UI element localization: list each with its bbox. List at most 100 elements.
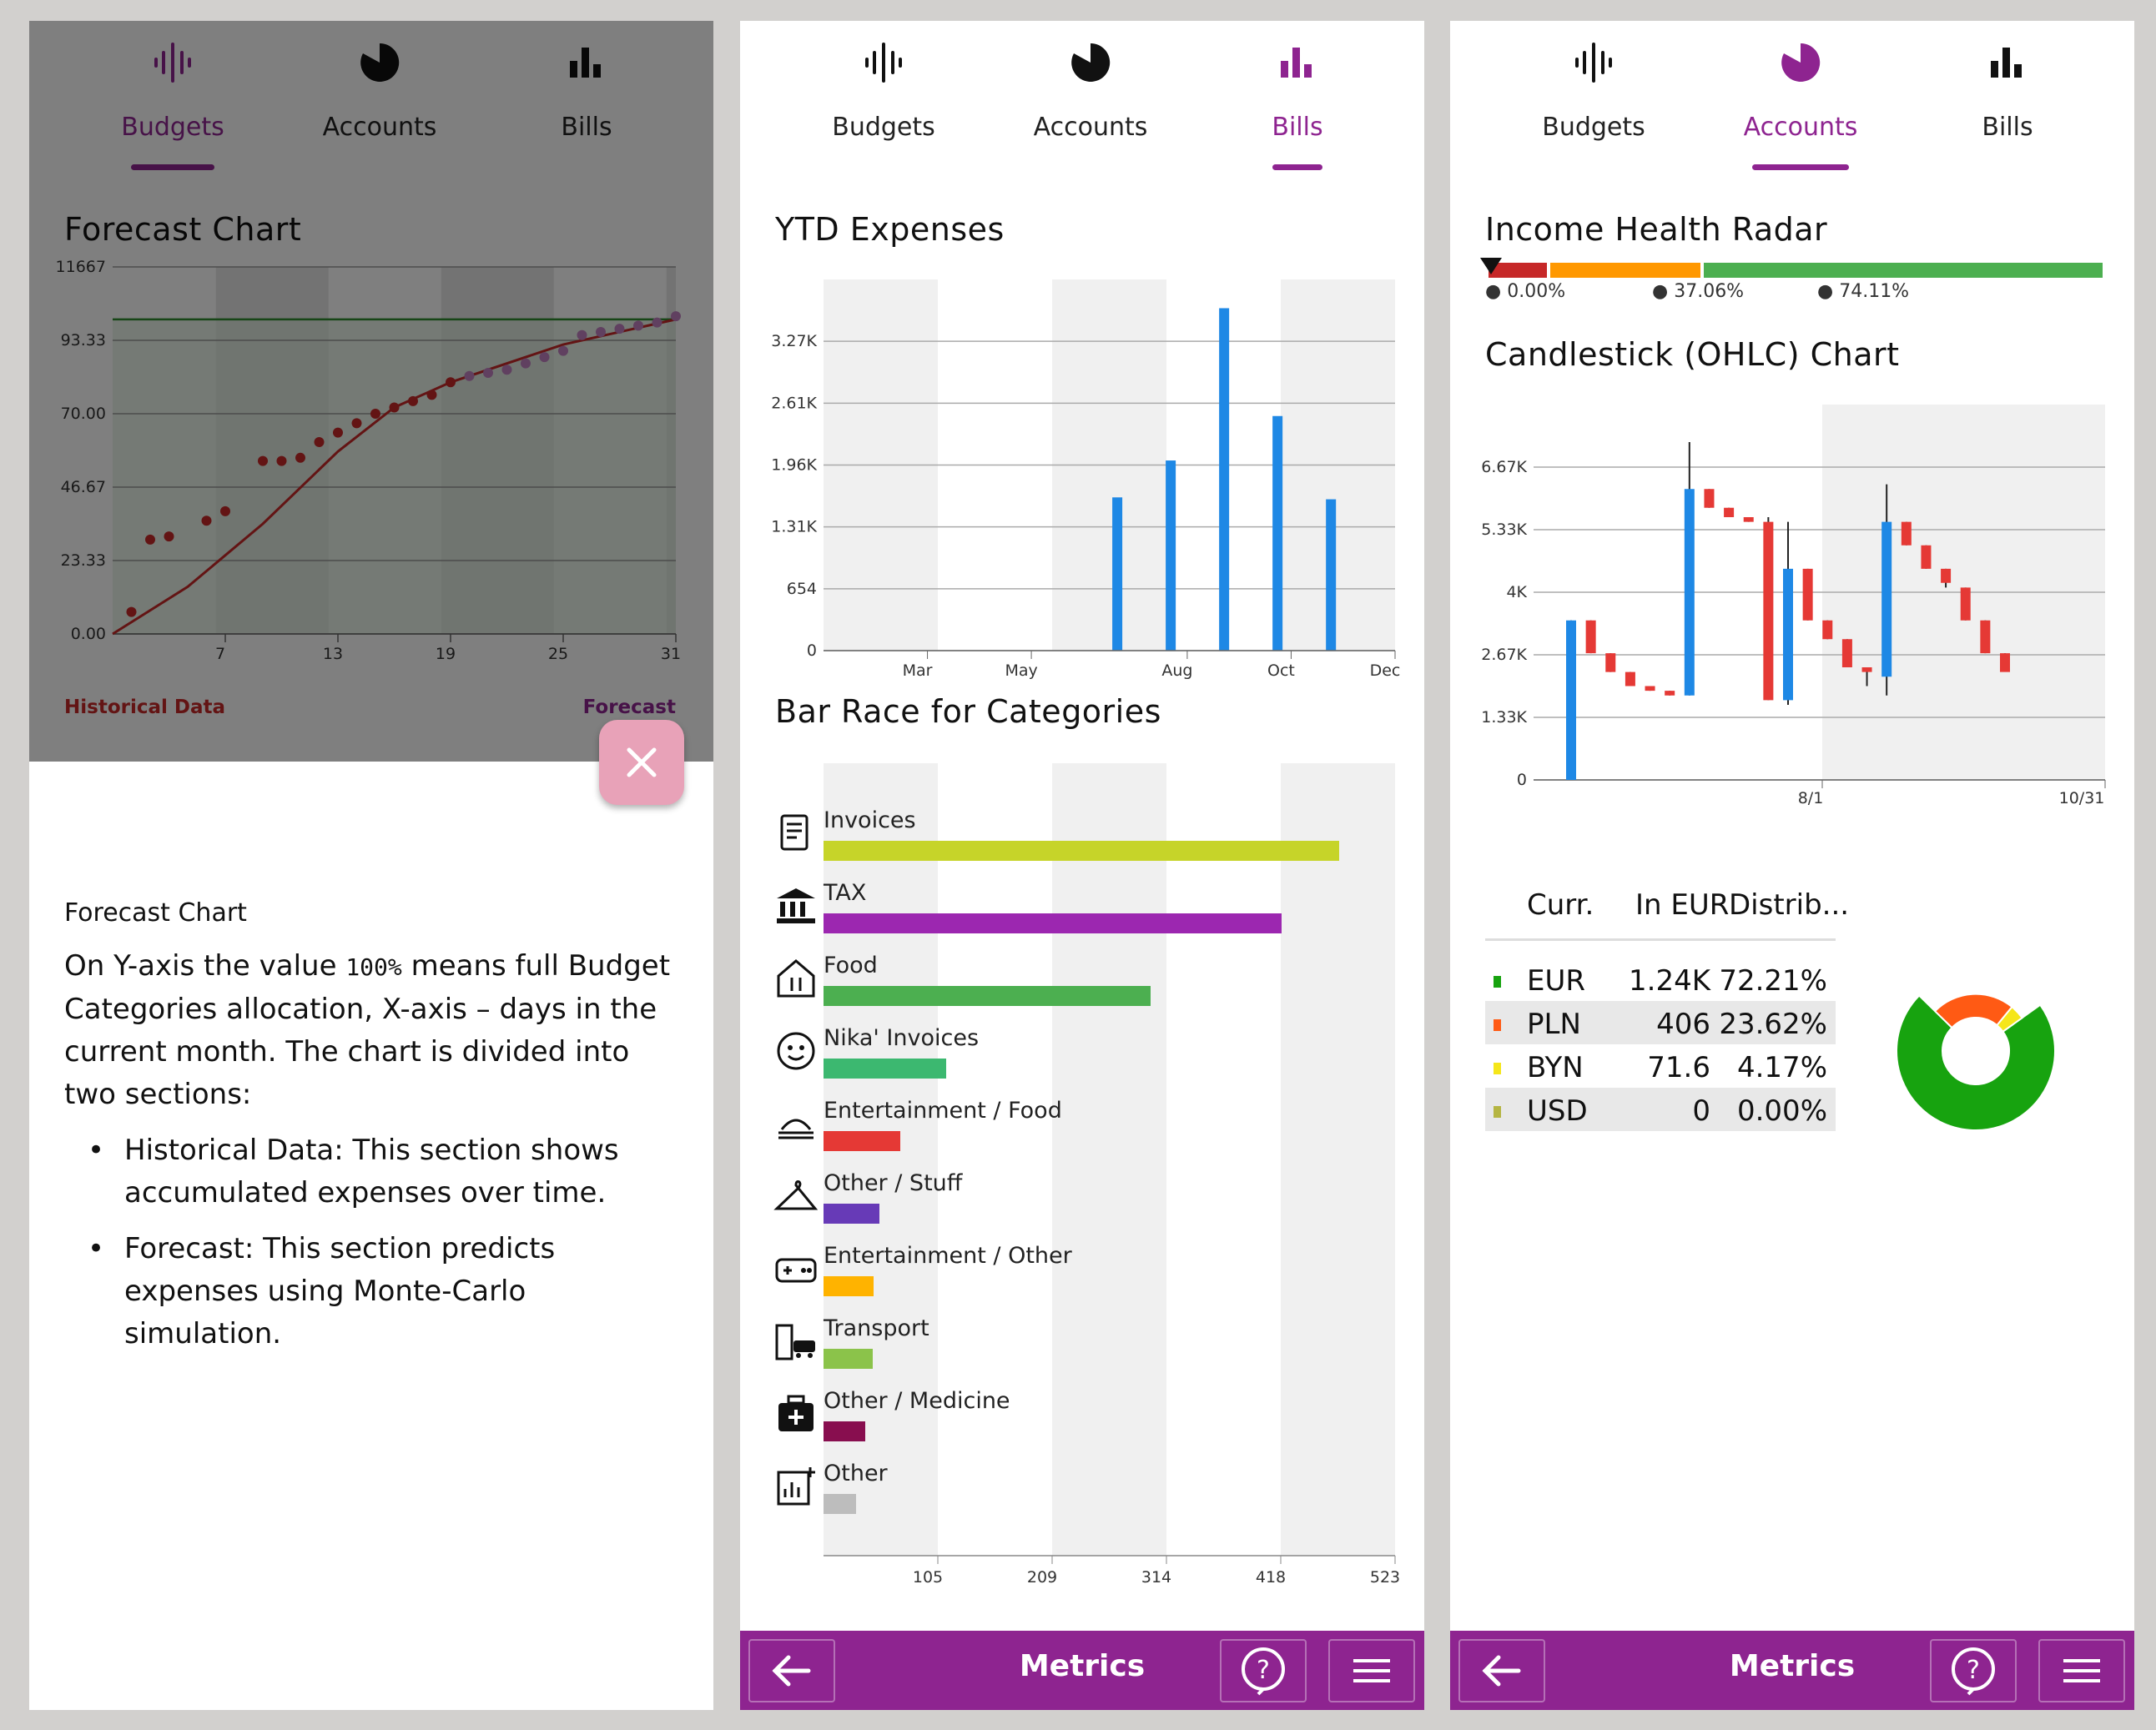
column-band bbox=[1281, 763, 1395, 1556]
y-tick-label: 654 bbox=[787, 580, 817, 598]
x-tick-label: 418 bbox=[1256, 1568, 1286, 1587]
tab-label: Budgets bbox=[1542, 113, 1645, 142]
radar-label: ● 37.06% bbox=[1652, 281, 1745, 302]
candle-down bbox=[1605, 653, 1616, 672]
tab-bar: Budgets Accounts Bills bbox=[1450, 21, 2134, 188]
x-tick-label: 105 bbox=[913, 1568, 943, 1587]
y-tick-label: 1.33K bbox=[1481, 708, 1527, 727]
help-button[interactable]: ? bbox=[1220, 1639, 1307, 1702]
candle-up bbox=[1684, 489, 1695, 696]
menu-button[interactable] bbox=[1328, 1639, 1415, 1702]
category-label: Entertainment / Food bbox=[824, 1098, 1062, 1124]
category-label: Nika' Invoices bbox=[824, 1025, 980, 1051]
header-eur: In EUR bbox=[1635, 888, 1730, 922]
table-header: Curr. In EUR Distrib... bbox=[1485, 872, 1849, 941]
help-value: 100% bbox=[345, 953, 402, 981]
y-tick-label: 3.27K bbox=[771, 332, 817, 350]
y-tick-label: 1.31K bbox=[771, 518, 817, 536]
y-tick-label: 2.67K bbox=[1481, 646, 1527, 664]
food-icon bbox=[773, 956, 819, 1001]
category-label: Transport bbox=[824, 1315, 929, 1341]
budgets-panel: Budgets Accounts Bills Forecast Chart 0.… bbox=[29, 21, 713, 1710]
donut-slice-eur bbox=[1896, 994, 2056, 1131]
currency-eur: 1.24K bbox=[1629, 964, 1710, 998]
x-tick-label: 314 bbox=[1141, 1568, 1171, 1587]
tab-accounts[interactable]: Accounts bbox=[982, 21, 1199, 188]
x-tick-label: Aug bbox=[1161, 661, 1192, 680]
x-tick-label: 523 bbox=[1370, 1568, 1400, 1587]
currency-swatch bbox=[1494, 1019, 1501, 1031]
menu-icon bbox=[1353, 1659, 1390, 1682]
receipt-icon bbox=[773, 811, 819, 856]
currency-code: EUR bbox=[1527, 964, 1585, 998]
tab-label: Accounts bbox=[1743, 113, 1858, 142]
ytd-chart: 0 654 1.31K 1.96K 2.61K 3.27K Mar May Aug Oct Dec bbox=[771, 279, 1400, 680]
race-title: Bar Race for Categories bbox=[775, 693, 1161, 730]
svg-text:?: ? bbox=[1257, 1656, 1270, 1685]
svg-text:?: ? bbox=[1967, 1656, 1980, 1685]
candle-down bbox=[1585, 620, 1596, 654]
candle-down bbox=[1704, 489, 1715, 508]
expense-bar bbox=[1112, 497, 1123, 651]
header-curr: Curr. bbox=[1527, 888, 1594, 922]
category-bar bbox=[824, 1131, 900, 1151]
candle-up bbox=[1566, 620, 1576, 780]
table-body: EUR 1.24K 72.21% PLN 406 23.62% BYN 71.6 4.17% US… bbox=[1485, 958, 1836, 1131]
category-bar bbox=[824, 986, 1151, 1006]
category-label: Other / Stuff bbox=[824, 1170, 963, 1196]
category-bar bbox=[824, 1349, 873, 1369]
ytd-title: YTD Expenses bbox=[775, 211, 1005, 248]
x-tick-label: 10/31 bbox=[2059, 789, 2105, 807]
tab-budgets[interactable]: Budgets bbox=[775, 21, 992, 188]
radar-value: 74.11% bbox=[1839, 281, 1910, 302]
table-row: PLN 406 23.62% bbox=[1485, 1001, 1836, 1044]
bar-chart-icon bbox=[1991, 48, 2022, 78]
candle-down bbox=[1861, 667, 1872, 672]
tab-bar: Budgets Accounts Bills bbox=[740, 21, 1424, 188]
category-bar bbox=[824, 1059, 946, 1079]
candle-down bbox=[1763, 521, 1774, 701]
tab-accounts[interactable]: Accounts bbox=[1692, 21, 1909, 188]
help-title: Forecast Chart bbox=[64, 898, 247, 928]
currency-code: PLN bbox=[1527, 1008, 1581, 1041]
category-bar bbox=[824, 1276, 874, 1296]
bills-panel: Budgets Accounts Bills YTD Expenses 0 654… bbox=[740, 21, 1424, 1710]
close-button[interactable] bbox=[599, 720, 684, 805]
candle-down bbox=[1941, 568, 1952, 583]
help-text: means full Budget Categories allocation,… bbox=[64, 949, 671, 1111]
menu-button[interactable] bbox=[2038, 1639, 2125, 1702]
tab-bills[interactable]: Bills bbox=[1899, 21, 2116, 188]
category-bar bbox=[824, 841, 1340, 861]
category-label: TAX bbox=[824, 880, 867, 906]
arrow-left-icon bbox=[772, 1655, 811, 1687]
currency-code: BYN bbox=[1527, 1051, 1584, 1084]
radar-pointer-icon bbox=[1480, 258, 1502, 274]
bullet-text: Forecast: This section predicts expenses… bbox=[124, 1232, 556, 1350]
currency-table: Curr. In EUR Distrib... EUR 1.24K 72.21% PL… bbox=[1485, 872, 1849, 1131]
candle-down bbox=[1802, 568, 1813, 621]
candle-title: Candlestick (OHLC) Chart bbox=[1485, 336, 1900, 373]
waveform-icon bbox=[1575, 43, 1612, 83]
y-tick-label: 0 bbox=[1517, 771, 1527, 789]
candle-down bbox=[1960, 587, 1971, 621]
tab-bills[interactable]: Bills bbox=[1189, 21, 1406, 188]
category-label: Invoices bbox=[824, 807, 916, 833]
x-tick-label: 209 bbox=[1027, 1568, 1057, 1587]
bullet-item: • Historical Data: This section shows acc… bbox=[88, 1134, 619, 1209]
candle-up bbox=[1783, 568, 1793, 701]
bullet-text: Historical Data: This section shows accu… bbox=[124, 1134, 619, 1209]
bank-icon bbox=[773, 883, 819, 928]
candle-down bbox=[1743, 517, 1754, 522]
currency-eur: 71.6 bbox=[1647, 1051, 1710, 1084]
candle-down bbox=[1822, 620, 1833, 640]
radar-segment-green bbox=[1704, 263, 2103, 278]
y-tick-label: 4K bbox=[1506, 583, 1527, 601]
tab-budgets[interactable]: Budgets bbox=[1485, 21, 1702, 188]
back-button[interactable] bbox=[1458, 1639, 1545, 1702]
help-button[interactable]: ? bbox=[1930, 1639, 2017, 1702]
back-button[interactable] bbox=[748, 1639, 835, 1702]
category-bar bbox=[824, 913, 1282, 933]
candle-down bbox=[1665, 691, 1675, 696]
table-row: BYN 71.6 4.17% bbox=[1485, 1044, 1836, 1088]
currency-dist: 23.62% bbox=[1719, 1008, 1827, 1041]
